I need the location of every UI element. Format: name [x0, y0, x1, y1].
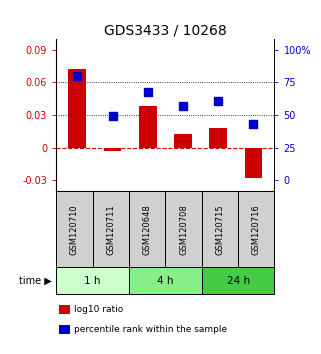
Point [180, 103, 186, 109]
Text: GSM120716: GSM120716 [252, 204, 261, 255]
Bar [68, 69, 86, 148]
Text: log10 ratio: log10 ratio [74, 305, 124, 314]
Bar [245, 148, 262, 178]
Title: GDS3433 / 10268: GDS3433 / 10268 [104, 24, 227, 38]
Bar [209, 128, 227, 148]
Point [216, 98, 221, 103]
Text: GSM120708: GSM120708 [179, 204, 188, 255]
Bar [104, 148, 121, 151]
Text: GSM120648: GSM120648 [143, 204, 152, 255]
Text: 24 h: 24 h [227, 275, 250, 286]
Text: GSM120710: GSM120710 [70, 204, 79, 255]
Text: GSM120715: GSM120715 [215, 204, 224, 255]
Text: time ▶: time ▶ [19, 275, 51, 286]
Point [75, 73, 80, 79]
Bar [174, 133, 192, 148]
Text: percentile rank within the sample: percentile rank within the sample [74, 325, 228, 334]
Bar [139, 106, 157, 148]
Point [145, 89, 150, 95]
Text: GSM120711: GSM120711 [106, 204, 115, 255]
Text: 1 h: 1 h [84, 275, 101, 286]
Point [251, 121, 256, 127]
Point [110, 114, 115, 119]
Text: 4 h: 4 h [157, 275, 174, 286]
